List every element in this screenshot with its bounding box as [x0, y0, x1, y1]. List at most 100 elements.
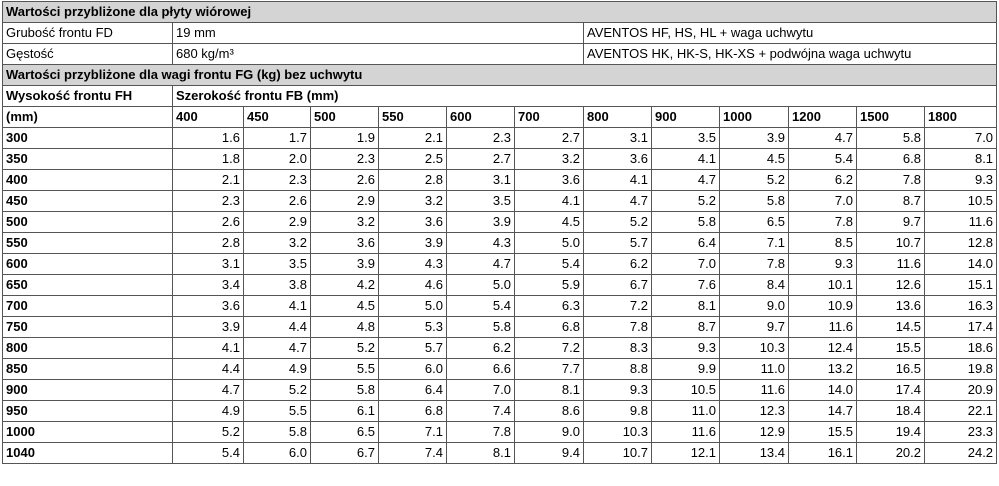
- weight-value: 9.9: [651, 358, 720, 380]
- table-row: 650 3.4 3.8 4.2 4.6 5.0 5.9 6.7 7.6 8.4 10.1 12.6 15…: [2, 274, 998, 296]
- weight-value: 5.4: [514, 253, 584, 275]
- weight-value: 3.8: [243, 274, 311, 296]
- weight-value: 2.6: [243, 190, 311, 212]
- weight-value: 8.7: [651, 316, 720, 338]
- weight-value: 7.8: [719, 253, 789, 275]
- weight-value: 22.1: [923, 400, 998, 422]
- weight-value: 11.6: [856, 253, 925, 275]
- weight-value: 2.1: [172, 169, 244, 191]
- weight-value: 7.1: [719, 232, 789, 254]
- weight-value: 2.1: [378, 127, 447, 149]
- weight-value: 10.1: [788, 274, 857, 296]
- weight-value: 4.7: [651, 169, 720, 191]
- width-header: 450: [243, 106, 311, 128]
- weight-value: 11.6: [719, 379, 789, 401]
- weight-value: 12.1: [651, 442, 720, 464]
- weight-value: 6.2: [583, 253, 652, 275]
- weight-value: 3.9: [446, 211, 515, 233]
- height-label: 1000: [2, 421, 173, 443]
- weight-value: 2.5: [378, 148, 447, 170]
- weight-value: 23.3: [923, 421, 998, 443]
- weight-value: 5.7: [583, 232, 652, 254]
- weight-value: 7.0: [788, 190, 857, 212]
- weight-value: 4.4: [172, 358, 244, 380]
- weight-value: 12.9: [719, 421, 789, 443]
- weight-value: 2.6: [310, 169, 379, 191]
- weight-value: 7.8: [583, 316, 652, 338]
- weight-value: 5.2: [310, 337, 379, 359]
- weight-value: 6.2: [788, 169, 857, 191]
- weight-value: 6.7: [583, 274, 652, 296]
- weight-value: 2.3: [446, 127, 515, 149]
- weight-value: 5.9: [514, 274, 584, 296]
- weight-value: 7.8: [788, 211, 857, 233]
- weight-value: 7.7: [514, 358, 584, 380]
- weight-value: 6.1: [310, 400, 379, 422]
- weight-value: 8.1: [651, 295, 720, 317]
- weight-value: 3.2: [378, 190, 447, 212]
- weight-value: 5.5: [310, 358, 379, 380]
- weight-value: 5.4: [788, 148, 857, 170]
- height-label: 800: [2, 337, 173, 359]
- weight-value: 13.2: [788, 358, 857, 380]
- weight-value: 2.3: [172, 190, 244, 212]
- weight-value: 7.4: [378, 442, 447, 464]
- weight-value: 5.0: [446, 274, 515, 296]
- weight-value: 6.2: [446, 337, 515, 359]
- weight-value: 4.9: [243, 358, 311, 380]
- weight-value: 1.7: [243, 127, 311, 149]
- weight-value: 3.6: [172, 295, 244, 317]
- weight-value: 4.4: [243, 316, 311, 338]
- table-row: Gęstość 680 kg/m³ AVENTOS HK, HK-S, HK-XS …: [2, 43, 998, 65]
- weight-value: 3.9: [310, 253, 379, 275]
- weight-value: 15.5: [856, 337, 925, 359]
- weight-value: 5.4: [172, 442, 244, 464]
- table-row: 450 2.3 2.6 2.9 3.2 3.5 4.1 4.7 5.2 5.8 7.0 8.7 10.5: [2, 190, 998, 212]
- weight-value: 19.4: [856, 421, 925, 443]
- section-title: Wartości przybliżone dla wagi frontu FG …: [1, 64, 998, 86]
- weight-value: 3.2: [514, 148, 584, 170]
- weight-value: 8.5: [788, 232, 857, 254]
- weight-value: 7.0: [651, 253, 720, 275]
- weight-value: 6.8: [856, 148, 925, 170]
- weight-value: 5.8: [651, 211, 720, 233]
- table-body: Wartości przybliżone dla płyty wiórowej G…: [1, 1, 998, 464]
- weight-value: 17.4: [856, 379, 925, 401]
- weight-value: 10.5: [923, 190, 998, 212]
- weight-value: 4.7: [172, 379, 244, 401]
- weight-value: 4.3: [446, 232, 515, 254]
- weight-value: 13.4: [719, 442, 789, 464]
- weight-value: 6.5: [310, 421, 379, 443]
- weight-value: 14.0: [788, 379, 857, 401]
- weight-value: 7.8: [856, 169, 925, 191]
- weight-value: 5.2: [719, 169, 789, 191]
- weight-value: 6.4: [651, 232, 720, 254]
- weight-value: 15.1: [923, 274, 998, 296]
- weight-value: 5.2: [172, 421, 244, 443]
- weight-value: 6.5: [719, 211, 789, 233]
- weight-value: 6.4: [378, 379, 447, 401]
- weight-value: 3.1: [446, 169, 515, 191]
- width-header: 1000: [719, 106, 789, 128]
- weight-value: 13.6: [856, 295, 925, 317]
- width-header: 1500: [856, 106, 925, 128]
- weight-value: 2.7: [446, 148, 515, 170]
- weight-value: 5.8: [856, 127, 925, 149]
- weight-value: 12.6: [856, 274, 925, 296]
- table-row: 550 2.8 3.2 3.6 3.9 4.3 5.0 5.7 6.4 7.1 8.5 10.7 12.…: [2, 232, 998, 254]
- table-row: 900 4.7 5.2 5.8 6.4 7.0 8.1 9.3 10.5 11.6 14.0 17.4…: [2, 379, 998, 401]
- weight-value: 7.1: [378, 421, 447, 443]
- weight-value: 5.0: [378, 295, 447, 317]
- weight-value: 5.5: [243, 400, 311, 422]
- weight-value: 5.0: [514, 232, 584, 254]
- width-header: 400: [172, 106, 244, 128]
- property-note: AVENTOS HF, HS, HL + waga uchwytu: [582, 22, 998, 44]
- weight-value: 5.8: [719, 190, 789, 212]
- row-header: Wysokość frontu FH: [2, 85, 173, 107]
- weight-value: 7.2: [514, 337, 584, 359]
- weight-value: 3.9: [172, 316, 244, 338]
- table-row: Grubość frontu FD 19 mm AVENTOS HF, HS, HL…: [2, 22, 998, 44]
- table-row: (mm) 400 450 500 550 600 700 800 900 1000 1200 1500…: [2, 106, 998, 128]
- weight-value: 3.1: [583, 127, 652, 149]
